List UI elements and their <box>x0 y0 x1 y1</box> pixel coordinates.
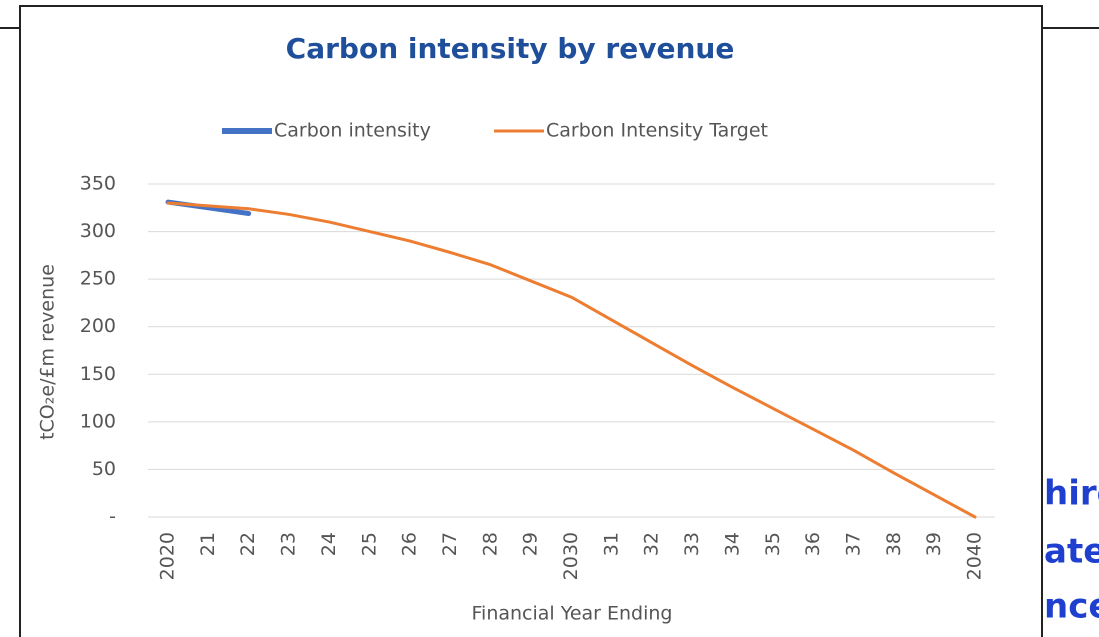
y-tick-label: 350 <box>80 173 116 195</box>
chart-frame <box>19 5 1043 637</box>
x-axis-label: Financial Year Ending <box>472 603 673 625</box>
x-tick-label: 26 <box>399 532 421 556</box>
background-fragment: hire <box>1044 474 1099 514</box>
x-tick-label: 38 <box>883 532 905 556</box>
y-tick-label: 250 <box>80 268 116 290</box>
x-tick-label: 2040 <box>964 532 986 580</box>
x-tick-label: 28 <box>479 532 501 556</box>
x-tick-label: 33 <box>681 532 703 556</box>
x-tick-label: 31 <box>600 532 622 556</box>
y-tick-label: 100 <box>80 410 116 432</box>
legend-label: Carbon Intensity Target <box>546 120 768 142</box>
x-tick-label: 2030 <box>560 532 582 580</box>
x-tick-label: 39 <box>923 532 945 556</box>
chart-title: Carbon intensity by revenue <box>286 32 735 65</box>
legend-label: Carbon intensity <box>274 120 431 142</box>
x-tick-label: 2020 <box>157 532 179 580</box>
background-fragment: nce <box>1044 587 1099 627</box>
x-tick-label: 29 <box>520 532 542 556</box>
x-tick-label: 21 <box>197 532 219 556</box>
x-tick-label: 24 <box>318 532 340 556</box>
y-axis-label: tCO₂e/£m revenue <box>37 264 59 440</box>
x-tick-label: 36 <box>802 532 824 556</box>
x-tick-label: 22 <box>237 532 259 556</box>
y-tick-label: 300 <box>80 220 116 242</box>
background-fragment: ate <box>1044 532 1099 572</box>
x-tick-label: 37 <box>842 532 864 556</box>
y-tick-label: 50 <box>92 458 116 480</box>
y-tick-label: 150 <box>80 363 116 385</box>
y-tick-label: 200 <box>80 315 116 337</box>
x-tick-label: 27 <box>439 532 461 556</box>
x-tick-label: 35 <box>762 532 784 556</box>
x-tick-label: 25 <box>358 532 380 556</box>
y-tick-label: - <box>109 506 116 528</box>
x-tick-label: 23 <box>278 532 300 556</box>
x-tick-label: 34 <box>721 532 743 556</box>
x-tick-label: 32 <box>641 532 663 556</box>
series-line <box>166 201 977 519</box>
